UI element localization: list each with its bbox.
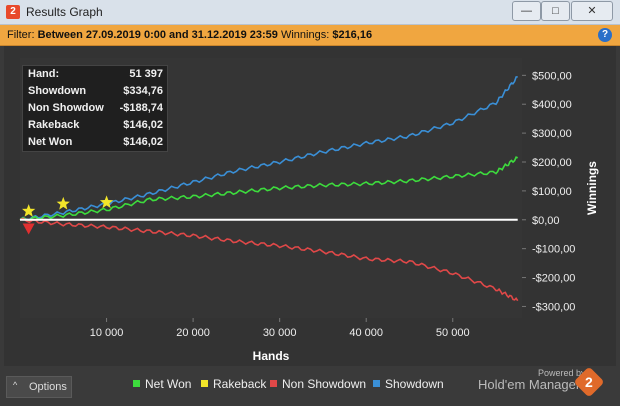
series-line-net-won bbox=[19, 156, 518, 222]
close-button[interactable]: ✕ bbox=[571, 1, 613, 21]
chevron-up-icon: ^ bbox=[13, 380, 18, 390]
legend-label: Non Showdown bbox=[282, 377, 367, 391]
stat-label: Non Showdown bbox=[28, 102, 104, 114]
star-marker bbox=[22, 204, 36, 217]
stat-label: Rakeback bbox=[28, 119, 80, 131]
y-tick-label: $400,00 bbox=[532, 99, 572, 111]
stat-value: $146,02 bbox=[123, 136, 163, 148]
legend-swatch bbox=[373, 380, 380, 387]
x-tick-label: 40 000 bbox=[349, 327, 383, 339]
legend-item-net-won[interactable]: Net Won bbox=[133, 377, 191, 391]
series-line-non-showdown bbox=[19, 217, 519, 302]
stats-box: Hand: 51 397 Showdown $334,76 Non Showdown… bbox=[22, 65, 168, 152]
star-marker bbox=[99, 195, 114, 209]
powered-by-label: Powered by bbox=[538, 368, 586, 378]
options-button[interactable]: ^ Options bbox=[6, 376, 72, 398]
x-axis-title: Hands bbox=[253, 349, 290, 363]
y-axis-title: Winnings bbox=[585, 161, 599, 215]
stat-value: -$188,74 bbox=[119, 102, 163, 114]
legend-item-non-showdown[interactable]: Non Showdown bbox=[270, 377, 366, 391]
brand-logo-text: 2 bbox=[585, 373, 593, 390]
minimize-button[interactable]: — bbox=[512, 1, 541, 21]
legend-label: Rakeback bbox=[213, 377, 267, 391]
maximize-button[interactable]: □ bbox=[541, 1, 570, 21]
winnings-value: $216,16 bbox=[332, 29, 373, 41]
stat-value: $334,76 bbox=[123, 85, 163, 97]
stat-label: Showdown bbox=[28, 85, 87, 97]
stat-value: $146,02 bbox=[123, 119, 163, 131]
stat-value: 51 397 bbox=[129, 68, 163, 80]
title-bar: 2 Results Graph — □ ✕ bbox=[0, 0, 620, 25]
legend-swatch bbox=[270, 380, 277, 387]
stat-row-hand: Hand: 51 397 bbox=[23, 66, 167, 83]
y-tick-label: $0,00 bbox=[532, 215, 560, 227]
stat-label: Hand: bbox=[28, 68, 60, 80]
x-tick-label: 50 000 bbox=[436, 327, 470, 339]
stat-row-non-showdown: Non Showdown -$188,74 bbox=[23, 100, 167, 117]
x-tick-label: 10 000 bbox=[90, 327, 124, 339]
legend-swatch bbox=[201, 380, 208, 387]
app-logo-icon: 2 bbox=[6, 5, 20, 19]
y-tick-label: $200,00 bbox=[532, 157, 572, 169]
options-label: Options bbox=[29, 381, 67, 393]
y-tick-label: -$200,00 bbox=[532, 273, 575, 285]
stat-row-showdown: Showdown $334,76 bbox=[23, 83, 167, 100]
stat-row-net-won: Net Won $146,02 bbox=[23, 134, 167, 151]
y-tick-label: $300,00 bbox=[532, 128, 572, 140]
star-marker bbox=[56, 196, 70, 210]
filter-bar: Filter: Between 27.09.2019 0:00 and 31.1… bbox=[0, 25, 620, 46]
legend-label: Net Won bbox=[145, 377, 192, 391]
bottom-bar: ^ Options Net Won Rakeback Non Showdown … bbox=[0, 366, 620, 406]
triangle-marker bbox=[22, 223, 35, 235]
x-tick-label: 20 000 bbox=[176, 327, 210, 339]
y-tick-label: $500,00 bbox=[532, 70, 572, 82]
window-title: Results Graph bbox=[26, 5, 103, 19]
stat-label: Net Won bbox=[28, 136, 73, 148]
y-tick-label: -$100,00 bbox=[532, 244, 575, 256]
legend-item-showdown[interactable]: Showdown bbox=[373, 377, 444, 391]
filter-range: Between 27.09.2019 0:00 and 31.12.2019 2… bbox=[37, 29, 278, 41]
winnings-label: Winnings: bbox=[280, 29, 330, 41]
stat-row-rakeback: Rakeback $146,02 bbox=[23, 117, 167, 134]
filter-summary: Filter: Between 27.09.2019 0:00 and 31.1… bbox=[7, 29, 372, 41]
legend-label: Showdown bbox=[385, 377, 444, 391]
brand-name: Hold'em Manager bbox=[478, 377, 581, 392]
legend-item-rakeback[interactable]: Rakeback bbox=[201, 377, 266, 391]
filter-prefix: Filter: bbox=[7, 29, 35, 41]
legend-swatch bbox=[133, 380, 140, 387]
y-tick-label: -$300,00 bbox=[532, 301, 575, 313]
x-tick-label: 30 000 bbox=[263, 327, 297, 339]
help-icon[interactable]: ? bbox=[598, 28, 612, 42]
y-tick-label: $100,00 bbox=[532, 186, 572, 198]
